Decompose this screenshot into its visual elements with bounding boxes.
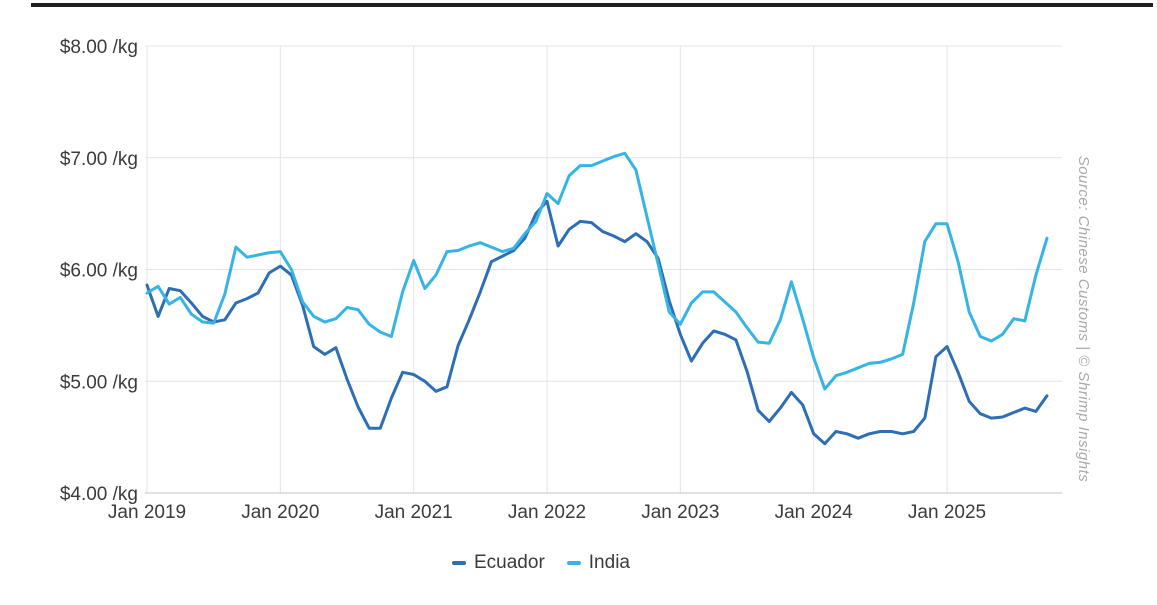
svg-text:$4.00 /kg: $4.00 /kg bbox=[60, 484, 138, 505]
source-credit: Source: Chinese Customs | © Shrimp Insig… bbox=[1075, 155, 1092, 483]
legend-dash-ecuador-icon bbox=[452, 561, 466, 565]
svg-text:Jan 2025: Jan 2025 bbox=[908, 502, 986, 523]
legend-item-ecuador[interactable]: Ecuador bbox=[452, 552, 545, 574]
legend-label-india: India bbox=[588, 552, 630, 573]
chart-legend: Ecuador India bbox=[452, 552, 630, 574]
top-divider bbox=[31, 3, 1153, 7]
svg-text:Jan 2021: Jan 2021 bbox=[375, 502, 453, 523]
svg-text:Jan 2023: Jan 2023 bbox=[641, 502, 719, 523]
svg-text:Jan 2024: Jan 2024 bbox=[775, 502, 854, 523]
svg-text:$5.00 /kg: $5.00 /kg bbox=[60, 372, 138, 393]
svg-text:Jan 2022: Jan 2022 bbox=[508, 502, 586, 523]
legend-label-ecuador: Ecuador bbox=[474, 552, 545, 573]
shrimp-price-line-chart: $8.00 /kg $7.00 /kg $6.00 /kg $5.00 /kg $4.0… bbox=[60, 37, 1062, 523]
svg-text:$6.00 /kg: $6.00 /kg bbox=[60, 261, 138, 282]
svg-text:Jan 2020: Jan 2020 bbox=[241, 502, 319, 523]
svg-text:$8.00 /kg: $8.00 /kg bbox=[60, 37, 138, 58]
svg-text:$7.00 /kg: $7.00 /kg bbox=[60, 149, 138, 170]
legend-dash-india-icon bbox=[566, 561, 581, 565]
svg-text:Jan 2019: Jan 2019 bbox=[108, 502, 186, 523]
legend-item-india[interactable]: India bbox=[566, 552, 630, 574]
